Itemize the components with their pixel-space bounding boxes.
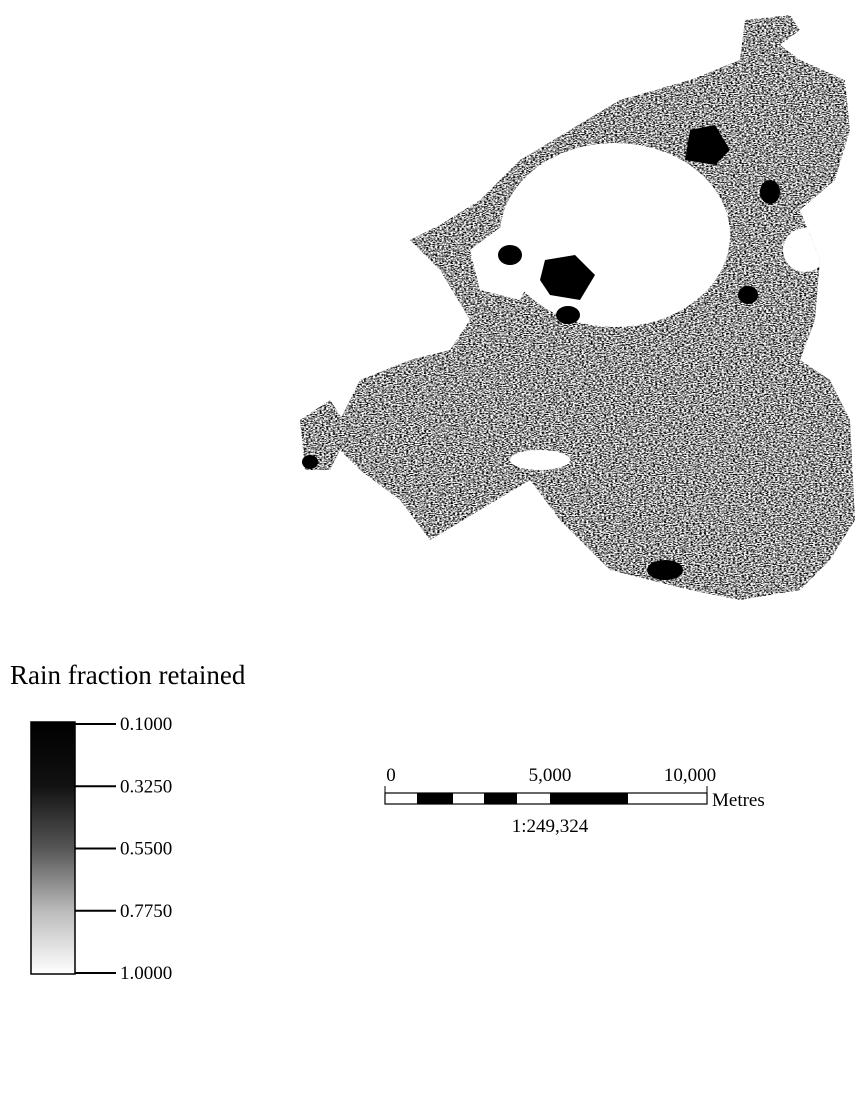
map-area bbox=[290, 10, 855, 610]
map-page: Rain fraction retained 0.1000 0.3250 0.550… bbox=[0, 0, 855, 1120]
scale-label: 5,000 bbox=[529, 765, 572, 786]
legend-label: 0.1000 bbox=[120, 714, 172, 735]
legend-label: 0.7750 bbox=[120, 901, 172, 922]
legend-title: Rain fraction retained bbox=[10, 660, 246, 690]
scale-units: Metres bbox=[712, 790, 765, 811]
scale-bar: 0 5,000 10,000 Metres 1:249,324 bbox=[385, 765, 765, 837]
legend-label: 1.0000 bbox=[120, 963, 172, 984]
scale-label: 10,000 bbox=[664, 765, 716, 786]
scale-label: 0 bbox=[386, 765, 396, 786]
legend: 0.1000 0.3250 0.5500 0.7750 1.0000 bbox=[75, 714, 172, 984]
legend-ramp bbox=[31, 722, 75, 974]
legend-label: 0.5500 bbox=[120, 839, 172, 860]
scale-ratio: 1:249,324 bbox=[512, 816, 589, 837]
legend-label: 0.3250 bbox=[120, 776, 172, 797]
